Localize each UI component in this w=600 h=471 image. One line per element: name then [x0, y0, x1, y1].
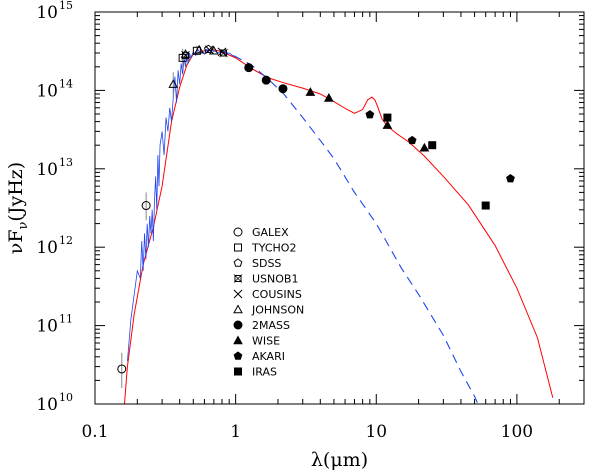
legend-entry: WISE — [233, 335, 280, 348]
data-point-akari — [506, 173, 515, 183]
legend-label: AKARI — [252, 350, 285, 363]
plot-frame — [94, 11, 585, 405]
legend: GALEX TYCHO2 SDSS USNOB1 COUSINS JOHNSON 2MASS… — [233, 226, 304, 379]
y-tick-base: 10 — [36, 238, 58, 258]
x-tick-label: 1 — [230, 422, 241, 442]
data-point-wise — [305, 87, 316, 96]
y-tick-exponent: 13 — [59, 156, 73, 169]
data-point-wise — [419, 142, 430, 152]
x-tick-label: 0.1 — [81, 422, 108, 442]
y-tick-label: 10 11 — [36, 313, 73, 337]
legend-entry: TYCHO2 — [234, 242, 296, 255]
legend-label: 2MASS — [252, 319, 290, 332]
legend-entry: GALEX — [233, 226, 289, 239]
legend-label: TYCHO2 — [251, 242, 296, 255]
legend-entry: USNOB1 — [233, 273, 298, 286]
legend-marker — [233, 274, 243, 283]
legend-label: COUSINS — [252, 288, 302, 301]
y-tick-label: 10 13 — [36, 156, 73, 180]
y-axis-title-unit: (JyHz) — [5, 162, 27, 222]
y-tick-base: 10 — [36, 3, 58, 23]
legend-marker — [233, 304, 243, 314]
cross-stroke — [217, 47, 227, 57]
data-point-galex — [117, 364, 127, 374]
data-point-johnson — [180, 49, 191, 58]
legend-label: USNOB1 — [252, 273, 298, 286]
star-box — [234, 275, 242, 282]
data-point-johnson — [168, 79, 179, 88]
data-point-2mass — [244, 63, 254, 73]
legend-marker — [234, 243, 242, 252]
y-tick-label: 10 12 — [36, 234, 73, 258]
y-tick-base: 10 — [36, 160, 58, 180]
data-point-iras — [428, 141, 437, 150]
data-point-johnson — [194, 44, 204, 54]
legend-label: WISE — [252, 335, 280, 348]
legend-marker — [233, 335, 243, 345]
series-line — [123, 49, 554, 404]
y-tick-exponent: 10 — [59, 391, 73, 404]
legend-entry: IRAS — [234, 366, 277, 379]
legend-label: IRAS — [252, 366, 277, 379]
x-tick-labels: 0.1 1 10 100 — [81, 422, 533, 442]
y-tick-label: 10 10 — [36, 391, 73, 415]
star-stroke — [233, 274, 243, 283]
data-point-tycho2 — [192, 46, 201, 55]
series-line — [204, 49, 479, 404]
data-point-2mass — [261, 75, 271, 85]
data-point-johnson — [208, 45, 219, 55]
data-point-wise — [323, 92, 334, 102]
y-axis-title-main: νF — [5, 229, 27, 254]
x-tick-label: 100 — [501, 422, 533, 442]
legend-label: SDSS — [252, 257, 281, 270]
legend-entry: 2MASS — [233, 319, 290, 332]
legend-marker — [233, 258, 243, 267]
y-tick-base: 10 — [36, 317, 58, 337]
data-point-cousins — [217, 47, 227, 57]
legend-marker — [233, 227, 243, 237]
series-line — [127, 48, 236, 362]
legend-entry: SDSS — [233, 257, 281, 270]
star-stroke — [181, 51, 190, 60]
legend-marker — [233, 351, 243, 360]
tick-marks — [94, 12, 585, 405]
legend-marker — [233, 320, 243, 330]
legend-entry: COUSINS — [233, 288, 302, 301]
y-tick-label: 10 15 — [36, 0, 73, 23]
data-point-wise — [382, 120, 393, 129]
legend-entry: AKARI — [233, 350, 285, 363]
y-axis-title: νFν(JyHz) — [5, 162, 31, 254]
y-axis-title-subscript: ν — [16, 221, 31, 229]
y-tick-label: 10 14 — [36, 77, 73, 101]
data-point-iras — [481, 201, 490, 210]
y-tick-exponent: 11 — [59, 313, 73, 326]
legend-marker — [234, 367, 242, 376]
y-tick-base: 10 — [36, 81, 58, 101]
data-points — [117, 44, 515, 388]
data-point-akari — [407, 135, 417, 145]
data-point-galex — [141, 201, 151, 211]
y-tick-base: 10 — [36, 395, 58, 415]
legend-label: GALEX — [252, 226, 289, 239]
legend-label: JOHNSON — [251, 304, 304, 317]
data-point-cousins — [204, 45, 214, 55]
x-axis-title: λ(μm) — [311, 449, 368, 471]
cross-stroke — [233, 289, 243, 299]
y-tick-exponent: 12 — [59, 234, 73, 247]
y-tick-exponent: 14 — [59, 77, 73, 90]
series-layer — [123, 48, 554, 404]
legend-entry: JOHNSON — [233, 304, 304, 317]
y-tick-exponent: 15 — [59, 0, 73, 12]
x-tick-label: 10 — [365, 422, 387, 442]
cross-stroke — [204, 45, 214, 55]
legend-marker — [233, 289, 243, 299]
data-point-akari — [365, 110, 375, 119]
data-point-iras — [383, 113, 392, 122]
data-point-2mass — [278, 84, 288, 94]
